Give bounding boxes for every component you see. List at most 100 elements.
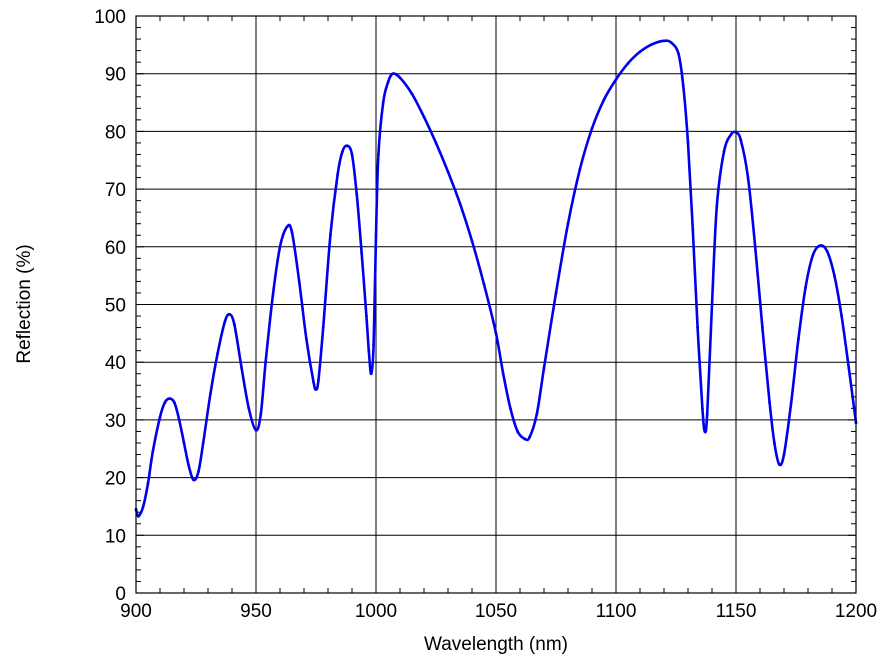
x-tick-labels: 900 950 1000 1050 1100 1150 1200 xyxy=(120,601,877,622)
x-tick-label: 950 xyxy=(240,601,272,622)
data-point xyxy=(192,478,196,482)
data-point xyxy=(398,76,402,80)
data-point xyxy=(566,222,570,226)
data-point xyxy=(141,505,145,508)
data-point xyxy=(228,312,232,316)
data-point xyxy=(691,228,695,231)
data-point xyxy=(509,406,512,410)
data-point xyxy=(703,430,707,433)
data-point xyxy=(365,314,368,318)
data-point xyxy=(314,387,318,391)
data-point xyxy=(201,441,205,445)
data-point xyxy=(523,437,527,441)
data-point xyxy=(374,233,378,237)
data-point xyxy=(638,50,642,54)
data-point xyxy=(825,250,829,253)
y-tick-label: 90 xyxy=(105,65,126,86)
data-point xyxy=(297,280,301,283)
data-point xyxy=(446,170,450,174)
data-point xyxy=(578,167,582,171)
data-point xyxy=(240,366,244,370)
data-point xyxy=(777,462,781,466)
data-point xyxy=(223,320,227,324)
data-point xyxy=(177,418,181,422)
data-point xyxy=(182,441,186,445)
data-point xyxy=(804,285,807,289)
data-point xyxy=(705,412,709,416)
data-point xyxy=(602,98,606,102)
data-point xyxy=(710,303,714,306)
data-point xyxy=(317,379,320,383)
data-point xyxy=(168,397,172,400)
data-point xyxy=(233,323,236,327)
data-point xyxy=(278,245,282,249)
data-point xyxy=(729,132,733,136)
data-point xyxy=(686,141,690,145)
data-point xyxy=(761,326,764,329)
data-point xyxy=(381,101,385,104)
minor-ticks xyxy=(135,15,857,594)
data-point xyxy=(501,372,505,376)
data-point xyxy=(355,193,359,197)
data-point xyxy=(367,349,371,353)
data-point xyxy=(290,230,294,234)
data-point xyxy=(151,450,155,454)
data-point xyxy=(833,274,836,278)
data-point xyxy=(701,406,704,410)
data-point xyxy=(386,80,390,84)
data-point xyxy=(818,244,822,248)
data-point xyxy=(369,372,373,376)
data-point xyxy=(696,326,699,329)
data-point xyxy=(422,115,426,119)
data-point xyxy=(528,435,531,439)
data-point xyxy=(542,366,546,370)
data-point xyxy=(768,401,771,404)
data-point xyxy=(372,343,375,347)
data-point xyxy=(146,481,150,485)
data-point xyxy=(753,245,757,249)
data-point xyxy=(739,138,743,142)
data-point xyxy=(391,72,395,76)
y-tick-label: 60 xyxy=(105,238,126,259)
data-point xyxy=(797,337,800,341)
data-point xyxy=(811,254,815,257)
data-point xyxy=(271,294,275,298)
data-point xyxy=(650,42,654,46)
data-point xyxy=(158,415,162,419)
grid-layer xyxy=(135,15,857,594)
data-point xyxy=(662,39,666,43)
data-point xyxy=(677,52,680,55)
series-layer xyxy=(134,39,858,518)
data-point xyxy=(681,83,685,87)
data-point xyxy=(590,127,594,130)
data-point xyxy=(789,401,793,404)
x-tick-label: 1000 xyxy=(355,601,397,622)
x-tick-label: 1200 xyxy=(835,601,877,622)
y-tick-labels: 0 10 20 30 40 50 60 70 80 90 100 xyxy=(94,7,126,605)
data-point xyxy=(137,514,140,518)
data-point xyxy=(554,291,558,295)
y-tick-label: 20 xyxy=(105,469,126,490)
data-point xyxy=(626,61,630,65)
data-point xyxy=(746,176,750,179)
data-point xyxy=(614,78,618,81)
data-point xyxy=(470,239,474,243)
data-point xyxy=(264,360,267,364)
data-point xyxy=(254,428,258,432)
data-point xyxy=(847,366,851,370)
data-point xyxy=(341,150,344,153)
data-point xyxy=(173,401,176,404)
data-point xyxy=(715,205,719,208)
x-tick-label: 1100 xyxy=(596,601,637,622)
data-point xyxy=(321,326,325,329)
data-point xyxy=(458,202,462,205)
data-point xyxy=(482,282,486,286)
data-point xyxy=(345,144,349,148)
data-point xyxy=(312,380,315,384)
data-point xyxy=(734,131,738,134)
data-point xyxy=(434,141,438,145)
data-point xyxy=(516,430,519,433)
data-point xyxy=(336,173,339,177)
data-point xyxy=(350,153,354,156)
